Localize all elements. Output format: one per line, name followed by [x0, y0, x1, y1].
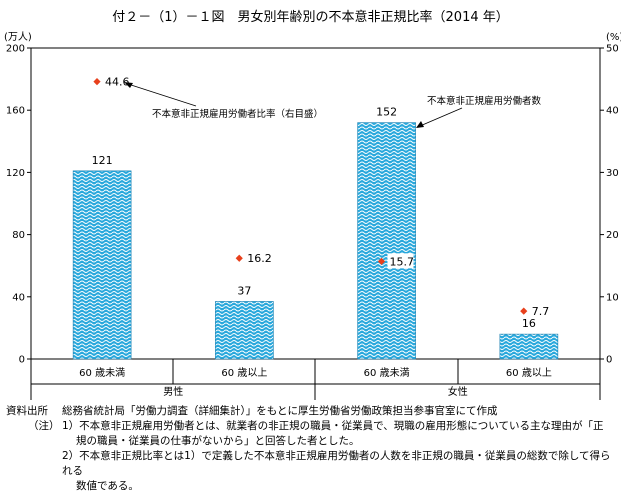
- note-label: （注）: [28, 420, 60, 432]
- bar-value-label: 121: [92, 154, 113, 167]
- right-tick-label: 10: [606, 292, 619, 303]
- ratio-point: [235, 254, 243, 262]
- left-tick-label: 200: [6, 44, 25, 55]
- left-tick-label: 160: [6, 106, 25, 117]
- category-label: 60 歳以上: [221, 367, 267, 379]
- legend-arrow-ratio: [127, 83, 197, 107]
- legend-arrow-count: [419, 107, 463, 127]
- right-axis-unit: (%): [606, 32, 621, 43]
- left-axis-unit: (万人): [4, 31, 32, 43]
- chart: (万人) (%) 0 40 80 120 160 200 0 10 20 30 40 50 121 3…: [4, 31, 621, 400]
- chart-title: 付２－（1）－１図 男女別年齢別の不本意非正規比率（2014 年）: [112, 10, 509, 25]
- bar-value-label: 37: [237, 284, 251, 297]
- left-tick-label: 80: [12, 230, 25, 241]
- category-label: 60 歳以上: [506, 367, 552, 379]
- ratio-point: [377, 257, 386, 265]
- note1-line1: 1）不本意非正規雇用労働者とは、就業者の非正規の職員・従業員で、現職の雇用形態に…: [62, 420, 604, 432]
- right-tick-label: 30: [606, 168, 619, 179]
- bar-value-label: 16: [522, 317, 536, 330]
- point-label-bg: [387, 253, 414, 269]
- legend-label-ratio: 不本意非正規雇用労働者比率（右目盛）: [152, 108, 323, 120]
- right-tick-label: 40: [606, 106, 619, 117]
- note1-line2: 規の職員・従業員の仕事がないから」と回答した者とした。: [76, 435, 360, 447]
- left-tick-label: 0: [19, 355, 25, 366]
- point-value-label: 7.7: [532, 305, 550, 318]
- legend-arrowhead-ratio: [124, 82, 133, 88]
- bar: [357, 122, 416, 360]
- left-tick-label: 120: [6, 168, 25, 179]
- bar: [499, 333, 559, 360]
- legend-label-count: 不本意非正規雇用労働者数: [427, 95, 542, 107]
- point-value-label: 16.2: [247, 252, 272, 265]
- bar-value-label: 152: [376, 106, 397, 119]
- ratio-point: [520, 307, 528, 315]
- point-value-label: 15.7: [390, 255, 415, 268]
- group-label: 女性: [448, 385, 468, 398]
- bar: [72, 170, 132, 360]
- right-tick-label: 0: [606, 355, 612, 366]
- ratio-point: [93, 77, 101, 86]
- group-label: 男性: [163, 385, 183, 398]
- right-tick-label: 50: [606, 44, 619, 55]
- right-tick-label: 20: [606, 230, 619, 241]
- bar: [215, 301, 274, 360]
- notes: 資料出所 総務省統計局「労働力調査（詳細集計）」をもとに厚生労働省労働政策担当参…: [6, 404, 616, 494]
- category-label: 60 歳未満: [364, 367, 410, 379]
- point-value-label: 44.6: [105, 76, 130, 89]
- legend-arrowhead-count: [416, 121, 424, 128]
- note2-line1: 2）不本意非正規比率とは1）で定義した不本意非正規雇用労働者の人数を非正規の職員…: [62, 450, 611, 477]
- note2-line2: 数値である。: [76, 480, 139, 492]
- source-text: 総務省統計局「労働力調査（詳細集計）」をもとに厚生労働省労働政策担当参事官室にて…: [62, 405, 498, 417]
- category-label: 60 歳未満: [79, 367, 125, 379]
- left-tick-label: 40: [12, 292, 25, 303]
- source-label: 資料出所: [6, 405, 48, 417]
